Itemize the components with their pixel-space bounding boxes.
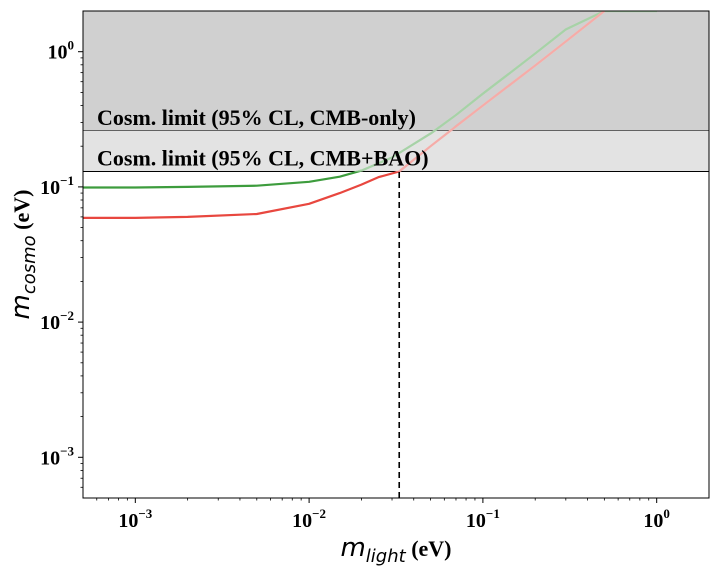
x-tick-label-3: 100 xyxy=(643,506,670,532)
series-line-fade-0 xyxy=(353,11,657,172)
band-labels: Cosm. limit (95% CL, CMB-only) Cosm. limi… xyxy=(97,105,429,171)
x-tick-label-1: 10−2 xyxy=(292,506,326,532)
y-tick-label-2: 10−1 xyxy=(40,173,74,199)
plot-frame xyxy=(82,10,710,499)
y-tick-label-0: 10−3 xyxy=(40,443,74,469)
band-label-1: Cosm. limit (95% CL, CMB+BAO) xyxy=(97,145,429,170)
axis-titles: mlight (eV) mcosmo (eV) xyxy=(6,190,452,567)
y-tick-label-3: 100 xyxy=(48,38,75,64)
band-1 xyxy=(83,130,709,172)
band-0 xyxy=(83,11,709,131)
x-axis-title: mlight (eV) xyxy=(340,533,451,567)
band-label-0: Cosm. limit (95% CL, CMB-only) xyxy=(97,105,416,130)
limit-bands xyxy=(83,11,709,172)
series-lines xyxy=(83,11,657,219)
x-tick-label-2: 10−1 xyxy=(466,506,500,532)
x-tick-label-0: 10−3 xyxy=(118,506,152,532)
series-line-fade-1 xyxy=(394,11,606,172)
y-tick-label-1: 10−2 xyxy=(40,308,74,334)
axis-ticks: 10−3 10−2 10−1 100 10−3 10−2 10−1 100 xyxy=(40,38,670,532)
y-axis-title: mcosmo (eV) xyxy=(6,190,40,320)
